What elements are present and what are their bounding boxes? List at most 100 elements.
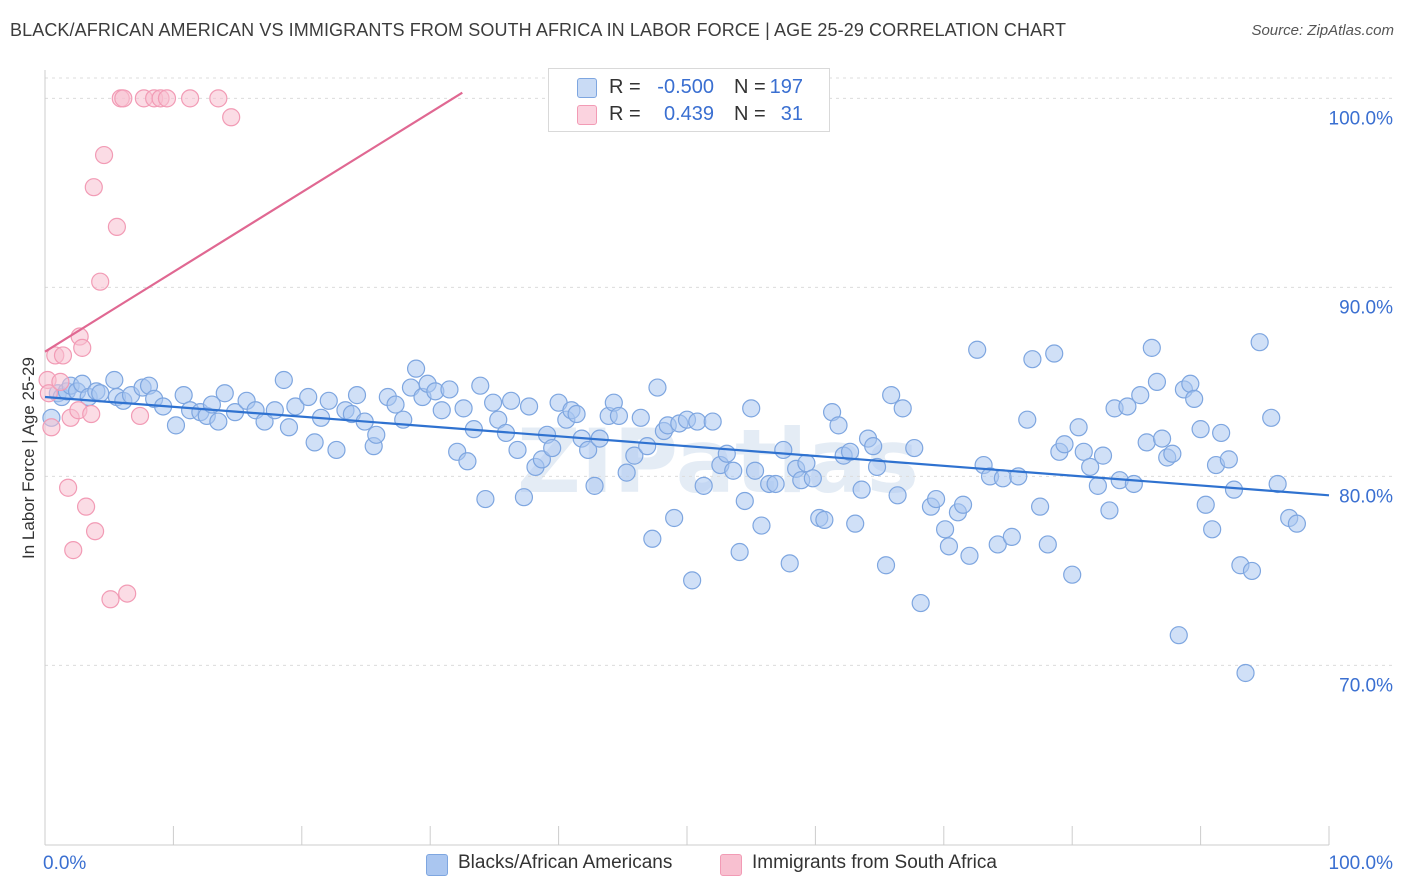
legend-n-value: 197	[769, 76, 803, 98]
blacks-point	[968, 340, 987, 359]
immigrants-point	[222, 108, 241, 127]
blacks-point	[1100, 501, 1119, 520]
blacks-point	[1018, 410, 1037, 429]
blacks-point	[386, 395, 405, 414]
blacks-point	[683, 571, 702, 590]
immigrants-point	[180, 89, 200, 108]
blacks-point	[1181, 374, 1200, 393]
blacks-point	[893, 399, 912, 418]
blacks-point	[347, 386, 367, 405]
blacks-point	[299, 387, 318, 407]
legend-label-blacks: Blacks/African Americans	[458, 852, 673, 873]
legend-row-immigrants: R = 0.439 N = 31	[549, 101, 829, 129]
blacks-point	[905, 438, 924, 458]
immigrants-point	[85, 522, 105, 541]
blacks-point	[514, 488, 534, 507]
blacks-point	[926, 489, 946, 509]
blacks-point	[960, 546, 979, 565]
immigrants-point	[73, 338, 92, 357]
blacks-point	[953, 495, 973, 514]
blacks-point	[724, 461, 743, 480]
immigrants-point	[114, 89, 133, 108]
blacks-point	[911, 593, 930, 613]
correlation-legend: R = -0.500 N = 197 R = 0.439 N = 31	[548, 68, 830, 132]
immigrants-point	[118, 584, 137, 603]
y-axis-label: In Labor Force | Age 25-29	[19, 357, 38, 559]
blacks-point	[735, 491, 754, 511]
blacks-point	[458, 452, 477, 471]
immigrants-point	[91, 272, 110, 291]
legend-r-label: R =	[609, 103, 641, 125]
legend-swatch-blue	[577, 78, 597, 98]
blacks-point	[766, 474, 785, 494]
blacks-point	[1185, 389, 1204, 409]
blacks-point	[648, 378, 667, 397]
immigrants-trend-line	[44, 91, 463, 353]
blacks-point	[1118, 397, 1137, 416]
blacks-point	[1212, 423, 1231, 443]
blacks-point	[543, 438, 562, 458]
blacks-point	[638, 437, 657, 456]
immigrants-point	[94, 145, 114, 165]
blacks-point	[780, 554, 799, 573]
blacks-point	[694, 476, 713, 495]
blacks-point	[1152, 429, 1172, 448]
blacks-point	[367, 425, 386, 444]
blacks-point	[215, 384, 234, 403]
blacks-point	[993, 469, 1012, 488]
blacks-point	[1124, 474, 1143, 494]
blacks-point	[406, 359, 426, 378]
blacks-point	[625, 446, 644, 465]
blacks-point	[166, 416, 186, 435]
blacks-trend-line	[44, 395, 1330, 497]
blacks-point	[1196, 495, 1215, 514]
blacks-point	[1250, 333, 1269, 352]
legend-r-value: 0.439	[663, 103, 714, 125]
blacks-point	[532, 450, 552, 469]
blacks-point	[846, 514, 865, 533]
blacks-point	[1236, 663, 1255, 683]
blacks-point	[1023, 350, 1042, 369]
blacks-point	[1203, 520, 1222, 539]
immigrants-point	[157, 89, 177, 108]
blacks-point	[471, 376, 490, 395]
blacks-point	[888, 486, 907, 505]
immigrants-point	[82, 404, 101, 424]
blacks-point	[665, 508, 684, 528]
blacks-point	[815, 510, 834, 529]
legend-label-immigrants: Immigrants from South Africa	[752, 852, 997, 873]
blacks-point	[867, 457, 887, 477]
blacks-point	[742, 399, 761, 418]
blacks-point	[1038, 535, 1057, 554]
blacks-point	[519, 397, 539, 416]
blacks-point	[265, 401, 284, 420]
blacks-point	[1219, 450, 1238, 469]
blacks-point	[730, 542, 749, 562]
blacks-point	[274, 370, 293, 390]
blacks-point	[745, 461, 765, 480]
blacks-point	[1074, 442, 1093, 461]
legend-r-label: R =	[609, 76, 641, 98]
blacks-point	[1191, 420, 1210, 439]
blacks-point	[1069, 418, 1088, 437]
y-tick-label: 100.0%	[1329, 108, 1394, 129]
blacks-point	[327, 440, 346, 460]
legend-n-value: 31	[780, 103, 803, 125]
blacks-point	[501, 391, 521, 410]
blacks-point	[1063, 565, 1082, 584]
blacks-point	[752, 516, 771, 535]
blacks-point	[617, 463, 636, 482]
series-legend: Blacks/African Americans Immigrants from…	[0, 852, 1406, 878]
blacks-point	[1137, 433, 1156, 452]
blacks-point	[209, 412, 228, 431]
blacks-point	[703, 412, 722, 431]
immigrants-point	[51, 372, 70, 391]
blacks-point	[279, 418, 299, 437]
blacks-point	[1224, 480, 1244, 499]
legend-r-value: -0.500	[657, 76, 714, 98]
blacks-point	[631, 408, 650, 427]
blacks-point	[840, 442, 860, 461]
blacks-point	[609, 406, 629, 426]
x-tick-label-max: 100.0%	[1329, 853, 1394, 874]
blacks-point	[1142, 338, 1161, 357]
